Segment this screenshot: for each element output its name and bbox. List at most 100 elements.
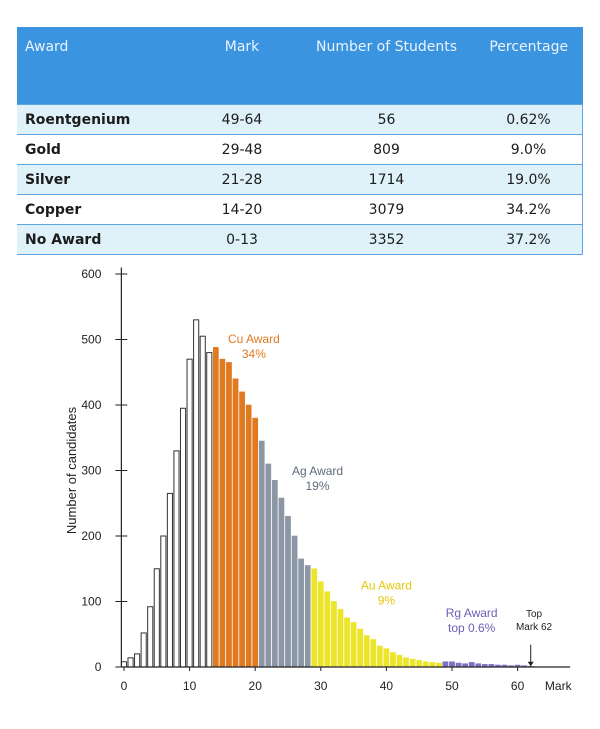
bar-mark-24	[278, 497, 285, 668]
annotation-4-line-1: Mark 62	[516, 622, 553, 633]
header-number-of-students: Number of Students	[298, 27, 475, 105]
cell-award: Gold	[17, 134, 186, 165]
cell-mark: 29-48	[186, 134, 298, 165]
cell-award: Silver	[17, 164, 186, 195]
annotation-1-line-0: Ag Award	[292, 464, 343, 478]
y-axis-label: Number of candidates	[64, 406, 79, 534]
cell-students: 3352	[298, 224, 475, 255]
cell-award: Roentgenium	[17, 104, 186, 135]
bar-mark-45	[416, 660, 423, 668]
x-tick-label-30: 30	[314, 679, 328, 693]
x-tick-label-40: 40	[380, 679, 394, 693]
y-tick-label-200: 200	[81, 529, 101, 543]
bar-mark-10	[186, 358, 193, 668]
bar-mark-33	[337, 609, 344, 668]
bar-mark-37	[363, 635, 370, 668]
bar-mark-20	[252, 417, 259, 668]
cell-mark: 49-64	[186, 104, 298, 135]
bar-mark-41	[390, 652, 396, 668]
award-table: Award Mark Number of Students Percentage…	[17, 27, 583, 255]
bar-mark-42	[396, 654, 403, 668]
bar-mark-43	[403, 657, 409, 668]
bar-mark-13	[206, 352, 213, 668]
header-row: Award Mark Number of Students Percentage	[17, 27, 583, 105]
bar-mark-6	[160, 535, 167, 668]
bar-mark-9	[179, 407, 187, 668]
bar-mark-7	[166, 492, 173, 668]
cell-mark: 21-28	[186, 164, 298, 195]
header-award: Award	[17, 27, 186, 105]
bar-mark-3	[140, 632, 147, 668]
annotation-2-line-0: Au Award	[361, 579, 412, 593]
y-tick-label-0: 0	[95, 660, 102, 674]
bar-mark-19	[245, 404, 252, 668]
table-row: Gold 29-48 809 9.0%	[17, 134, 583, 165]
bar-mark-1	[127, 657, 134, 668]
table-row: Silver 21-28 1714 19.0%	[17, 164, 583, 195]
y-tick-label-600: 600	[81, 267, 101, 281]
table-row: Copper 14-20 3079 34.2%	[17, 194, 583, 225]
bar-mark-16	[226, 362, 232, 668]
histogram-chart: 0 100 200 300 400 500 600 0 10 20 30 40 50 60 Mark Numb…	[64, 267, 573, 693]
cell-mark: 0-13	[186, 224, 298, 255]
y-tick-label-500: 500	[81, 333, 101, 347]
y-tick-label-400: 400	[81, 398, 101, 412]
x-tick-label-60: 60	[511, 679, 525, 693]
bar-mark-0	[120, 661, 128, 668]
bar-mark-28	[304, 565, 311, 668]
annotation-3-line-0: Rg Award	[446, 606, 498, 620]
bar-mark-26	[291, 535, 298, 668]
x-axis-label: Mark	[545, 679, 573, 693]
cell-mark: 14-20	[186, 194, 298, 225]
cell-students: 1714	[298, 164, 475, 195]
bar-mark-39	[376, 645, 383, 668]
bar-mark-31	[324, 591, 331, 668]
bar-mark-14	[212, 347, 219, 668]
bar-mark-11	[193, 319, 200, 668]
bar-mark-5	[153, 568, 160, 668]
annotation-1-line-1: 19%	[306, 479, 330, 493]
table-row: No Award 0-13 3352 37.2%	[17, 224, 583, 255]
bar-mark-25	[285, 516, 291, 668]
y-tick-label-300: 300	[81, 464, 101, 478]
award-table-header: Award Mark Number of Students Percentage	[17, 27, 583, 105]
cell-students: 56	[298, 104, 475, 135]
annotation-4-line-0: Top	[526, 609, 543, 620]
bar-mark-34	[344, 617, 350, 668]
bar-mark-53	[468, 662, 475, 668]
bar-mark-38	[370, 639, 377, 668]
annotation-3-line-1: top 0.6%	[448, 621, 496, 635]
bar-mark-8	[173, 450, 180, 668]
y-tick-label-100: 100	[81, 595, 101, 609]
cell-students: 3079	[298, 194, 475, 225]
top-mark-arrow-head	[527, 661, 534, 667]
annotation-0-line-0: Cu Award	[228, 332, 280, 346]
header-mark: Mark	[186, 27, 298, 105]
bar-mark-17	[232, 378, 239, 668]
cell-students: 809	[298, 134, 475, 165]
bar-mark-23	[272, 480, 278, 668]
award-table-body: Roentgenium 49-64 56 0.62% Gold 29-48 80…	[17, 104, 583, 255]
bar-mark-47	[429, 662, 436, 668]
x-tick-label-0: 0	[121, 679, 128, 693]
cell-percentage: 19.0%	[475, 164, 583, 195]
table-row: Roentgenium 49-64 56 0.62%	[17, 104, 583, 135]
cell-percentage: 0.62%	[475, 104, 583, 135]
bar-mark-18	[239, 391, 245, 668]
bar-mark-12	[199, 335, 206, 668]
bar-mark-29	[311, 568, 318, 668]
bar-mark-30	[317, 581, 324, 668]
bar-mark-49	[442, 661, 449, 668]
bar-mark-46	[422, 661, 429, 668]
cell-percentage: 9.0%	[475, 134, 583, 165]
cell-percentage: 37.2%	[475, 224, 583, 255]
bar-mark-2	[134, 653, 141, 668]
x-tick-label-20: 20	[249, 679, 263, 693]
bar-mark-22	[265, 463, 272, 668]
bar-mark-44	[409, 658, 416, 668]
bar-mark-36	[357, 628, 364, 668]
annotation-2-line-1: 9%	[378, 594, 396, 608]
bar-mark-40	[383, 648, 390, 668]
cell-percentage: 34.2%	[475, 194, 583, 225]
cell-award: Copper	[17, 194, 186, 225]
